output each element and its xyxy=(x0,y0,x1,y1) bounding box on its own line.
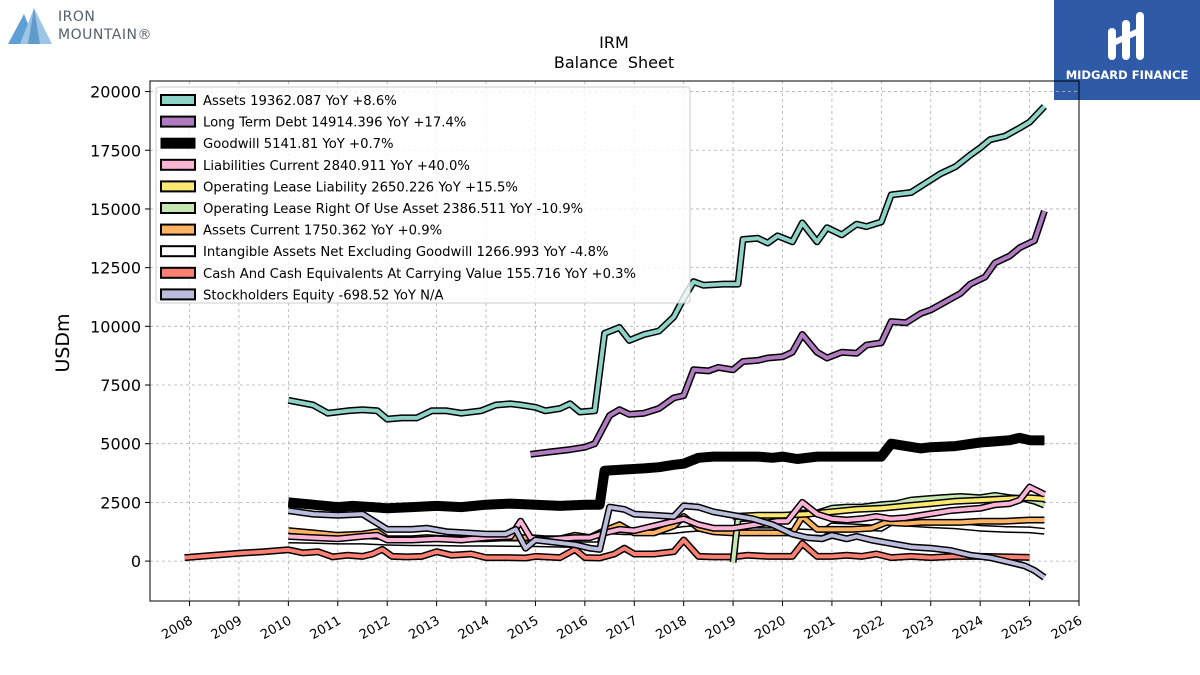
y-tick-label: 12500 xyxy=(90,259,141,278)
plot-frame xyxy=(149,80,1080,602)
x-tick-label: 2024 xyxy=(950,613,986,643)
x-tick-label: 2019 xyxy=(703,613,739,643)
midgard-finance-logo: MIDGARD FINANCE xyxy=(1054,0,1200,100)
legend-swatch xyxy=(160,266,196,279)
midgard-emblem-icon xyxy=(1108,12,1144,60)
legend-swatch xyxy=(160,223,196,236)
series-stockholders-equity xyxy=(287,502,1047,581)
logo-word-1: IRON xyxy=(58,9,96,25)
legend-swatch xyxy=(160,180,196,193)
legend-swatch xyxy=(160,158,196,171)
y-tick-label: 5000 xyxy=(100,435,141,454)
series-goodwill xyxy=(287,432,1045,514)
x-tick-label: 2026 xyxy=(1049,613,1085,643)
legend-label: Assets 19362.087 YoY +8.6% xyxy=(203,94,397,109)
legend-label: Goodwill 5141.81 YoY +0.7% xyxy=(203,137,394,152)
y-tick-label: 0 xyxy=(131,552,141,571)
y-axis-label: USDm xyxy=(52,313,74,372)
x-tick-label: 2016 xyxy=(555,613,591,643)
y-tick-label: 10000 xyxy=(90,317,141,336)
legend-swatch xyxy=(160,288,196,301)
x-tick-label: 2025 xyxy=(999,613,1035,643)
x-tick-label: 2022 xyxy=(851,613,887,643)
legend-swatch xyxy=(160,137,196,149)
x-tick-label: 2015 xyxy=(505,613,541,643)
x-tick-label: 2008 xyxy=(159,613,195,643)
legend: Assets 19362.087 YoY +8.6% Long Term Debt… xyxy=(155,86,691,304)
y-tick-label: 15000 xyxy=(90,200,141,219)
midgard-finance-name: MIDGARD FINANCE xyxy=(1065,68,1189,82)
y-tick-label: 17500 xyxy=(90,141,141,160)
legend-swatch xyxy=(160,202,196,214)
x-tick-label: 2014 xyxy=(456,613,492,643)
series-line xyxy=(530,210,1047,457)
logo-word-2: MOUNTAIN® xyxy=(58,27,152,43)
series-long-term-debt xyxy=(530,209,1048,458)
legend-label: Long Term Debt 14914.396 YoY +17.4% xyxy=(203,116,466,131)
legend-box xyxy=(155,86,691,304)
legend-label: Intangible Assets Net Excluding Goodwill… xyxy=(203,245,609,260)
legend-swatch xyxy=(160,115,196,128)
y-tick-label: 7500 xyxy=(100,376,141,395)
y-tick-label: 20000 xyxy=(90,83,141,102)
logo-wordmark: IRON MOUNTAIN® xyxy=(58,8,152,44)
x-tick-label: 2020 xyxy=(752,613,788,643)
mountain-icon xyxy=(8,8,52,44)
series-line xyxy=(733,495,1045,519)
x-tick-label: 2023 xyxy=(901,613,937,643)
series-line xyxy=(288,503,1046,580)
x-tick-label: 2010 xyxy=(258,613,294,643)
legend-swatch xyxy=(160,94,196,106)
legend-label: Operating Lease Right Of Use Asset 2386.… xyxy=(203,202,583,217)
legend-label: Operating Lease Liability 2650.226 YoY +… xyxy=(203,180,518,195)
x-tick-label: 2021 xyxy=(802,613,838,643)
legend-swatch xyxy=(160,245,196,258)
series-line xyxy=(288,485,1046,542)
y-tick-label: 2500 xyxy=(100,493,141,512)
series-line xyxy=(184,538,1030,560)
series-line xyxy=(288,434,1045,512)
series-cash-and-cash-equivalents-at-carrying-value xyxy=(184,536,1030,562)
x-tick-label: 2018 xyxy=(654,613,690,643)
series-operating-lease-liability xyxy=(732,494,1045,520)
x-tick-label: 2017 xyxy=(604,613,640,643)
x-tick-label: 2013 xyxy=(406,613,442,643)
iron-mountain-logo: IRON MOUNTAIN® xyxy=(6,6,166,48)
x-tick-label: 2012 xyxy=(357,613,393,643)
x-tick-label: 2011 xyxy=(308,613,344,643)
chart-title: IRM xyxy=(599,33,629,52)
chart-subtitle: Balance Sheet xyxy=(554,53,674,72)
legend-label: Cash And Cash Equivalents At Carrying Va… xyxy=(203,267,636,282)
legend-label: Assets Current 1750.362 YoY +0.9% xyxy=(203,224,442,239)
series-liabilities-current xyxy=(288,483,1046,544)
legend-label: Stockholders Equity -698.52 YoY N/A xyxy=(203,288,444,303)
legend-label: Liabilities Current 2840.911 YoY +40.0% xyxy=(203,159,470,174)
x-tick-label: 2009 xyxy=(209,613,245,643)
